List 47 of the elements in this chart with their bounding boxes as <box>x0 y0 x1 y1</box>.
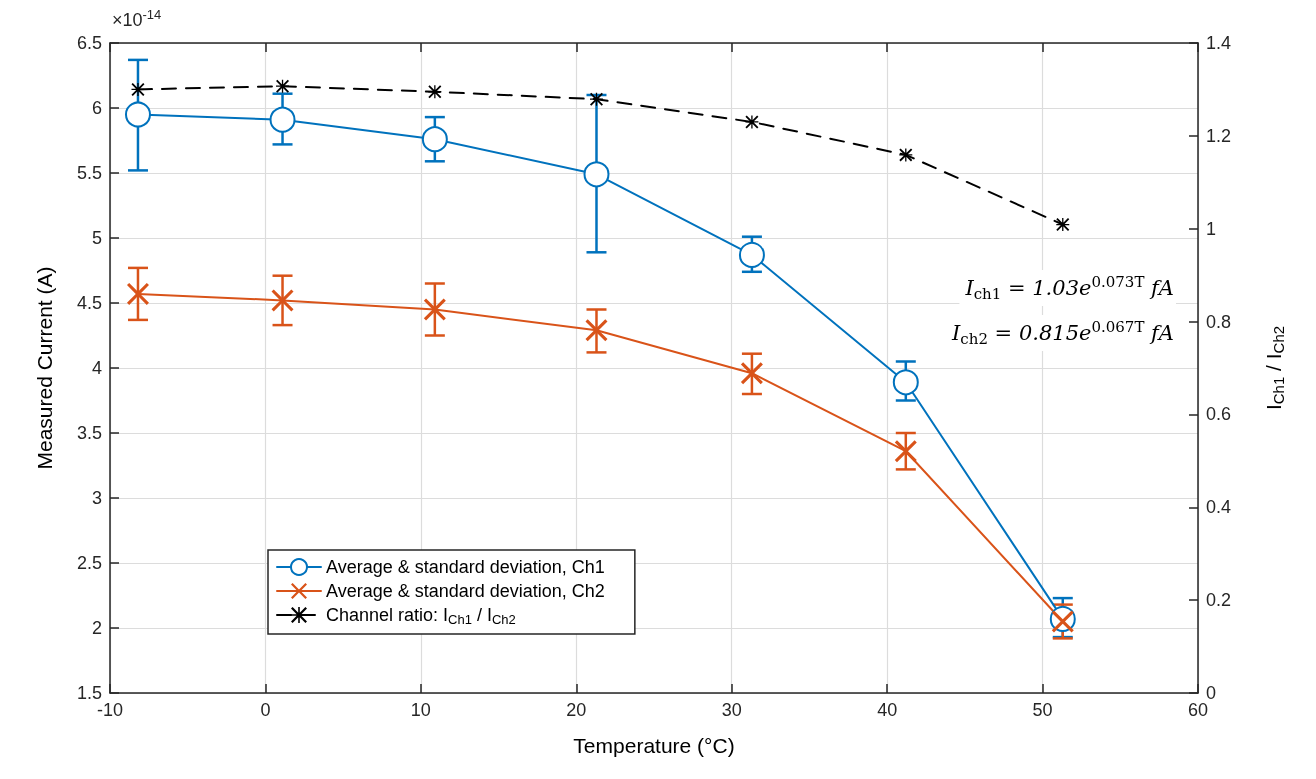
y-tick-label: 6 <box>91 98 102 118</box>
point <box>585 319 608 342</box>
x-tick-label: 20 <box>566 700 587 720</box>
x-tick-label: 60 <box>1187 700 1209 720</box>
y-tick-label: 6.5 <box>76 33 102 53</box>
point <box>892 369 919 396</box>
y2-tick-label: 1 <box>1206 218 1217 239</box>
x-tick-label: 10 <box>410 700 431 720</box>
x-tick-label: 50 <box>1032 700 1053 720</box>
y-tick-label: 3 <box>91 488 102 508</box>
y2-tick-label: 1.4 <box>1206 33 1232 53</box>
y-tick-label: 1.5 <box>76 683 102 703</box>
y2-tick-label: 1.2 <box>1206 125 1232 146</box>
point <box>423 298 446 321</box>
y2-tick-label: 0.2 <box>1206 590 1232 611</box>
point <box>1051 610 1074 633</box>
y2-tick-label: 0.4 <box>1206 497 1232 518</box>
x-tick-label: -10 <box>96 700 124 720</box>
point <box>745 115 759 129</box>
point <box>126 282 149 305</box>
point <box>738 241 765 268</box>
legend-label: Average & standard deviation, Ch2 <box>326 581 605 601</box>
y-tick-label: 2 <box>91 618 102 638</box>
point <box>271 289 294 312</box>
y2-axis-title: ICh1 / ICh2 <box>1261 325 1287 411</box>
x-tick-label: 40 <box>877 700 898 720</box>
point <box>740 362 763 385</box>
point <box>269 106 296 133</box>
y-tick-label: 2.5 <box>76 553 102 573</box>
y2-tick-label: 0.6 <box>1206 404 1232 425</box>
point <box>899 148 913 162</box>
y-tick-label: 5.5 <box>76 163 102 183</box>
point <box>894 440 917 463</box>
y-tick-label: 4.5 <box>76 293 102 313</box>
x-tick-label: 30 <box>721 700 742 720</box>
y2-tick-label: 0.8 <box>1206 311 1232 332</box>
point <box>125 101 151 128</box>
point <box>421 126 448 153</box>
y2-tick-label: 0 <box>1206 683 1217 703</box>
y-tick-label: 5 <box>91 228 102 248</box>
y-tick-label: 4 <box>91 358 102 378</box>
y-tick-label: 3.5 <box>76 423 102 443</box>
y-axis-title: Measured Current (A) <box>33 266 56 470</box>
x-axis-title: Temperature (°C) <box>573 734 735 757</box>
legend-label: Average & standard deviation, Ch1 <box>326 557 605 577</box>
point <box>583 161 610 188</box>
x-tick-label: 0 <box>260 700 271 720</box>
